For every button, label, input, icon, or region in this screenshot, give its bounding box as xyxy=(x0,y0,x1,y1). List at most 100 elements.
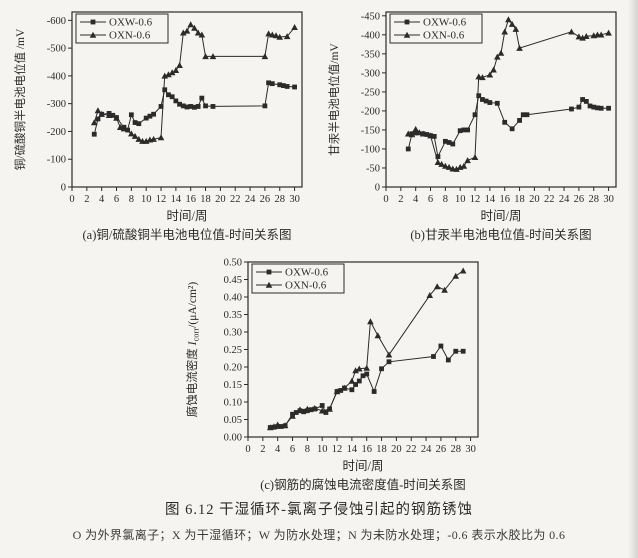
y-tick-label: -300 xyxy=(47,99,66,110)
square-marker xyxy=(166,92,171,98)
triangle-marker xyxy=(183,27,191,34)
x-tick-label: 10 xyxy=(317,444,328,455)
square-marker xyxy=(292,84,297,90)
x-axis: 0 2 4 6 8 10 12 14 16 18 20 22 24 26 28 30 xyxy=(69,187,300,205)
x-axis: 0 2 4 6 8 10 12 14 16 18 20 22 24 26 28 30 xyxy=(383,187,614,205)
triangle-marker xyxy=(575,33,583,40)
square-marker xyxy=(598,105,604,111)
x-tick-label: 8 xyxy=(305,444,310,455)
y-tick-label: -450 xyxy=(361,11,380,22)
triangle-marker xyxy=(508,20,516,27)
square-marker xyxy=(364,371,370,377)
triangle-marker xyxy=(116,123,124,130)
triangle-marker xyxy=(89,31,97,38)
square-marker xyxy=(338,388,344,393)
triangle-marker xyxy=(426,291,434,298)
x-tick-label: 0 xyxy=(245,444,250,455)
triangle-marker xyxy=(281,422,289,429)
y-tick-label: 0.15 xyxy=(224,380,242,391)
y-tick-label: -150 xyxy=(361,125,380,136)
x-tick-label: 18 xyxy=(376,444,387,455)
triangle-marker xyxy=(486,71,494,78)
x-tick-label: 26 xyxy=(436,444,447,455)
square-marker xyxy=(308,407,314,413)
square-marker xyxy=(360,373,366,379)
triangle-marker xyxy=(434,158,442,165)
square-marker xyxy=(587,103,593,109)
legend-box xyxy=(75,13,169,44)
y-tick-label: -300 xyxy=(361,68,380,79)
triangle-marker xyxy=(176,62,183,69)
y-tick-label: 0.05 xyxy=(224,415,242,426)
x-tick-label: 24 xyxy=(421,444,432,455)
square-marker xyxy=(184,104,190,110)
x-tick-label: 6 xyxy=(114,194,119,205)
triangle-marker xyxy=(460,162,468,169)
square-marker xyxy=(457,128,463,134)
triangle-marker xyxy=(416,129,423,136)
x-tick-label: 12 xyxy=(470,194,481,205)
square-marker xyxy=(143,115,149,121)
square-marker xyxy=(472,112,478,118)
chart-caption: (c)钢筋的腐蚀电流密度值-时间关系图 xyxy=(260,477,466,492)
triangle-marker xyxy=(113,114,120,121)
triangle-marker xyxy=(265,281,273,288)
legend-label: OXW-0.6 xyxy=(285,267,329,279)
square-marker xyxy=(278,424,284,429)
square-marker xyxy=(517,118,522,123)
legend-label: OXN-0.6 xyxy=(423,30,465,42)
square-marker xyxy=(281,83,286,89)
triangle-marker xyxy=(269,31,276,38)
square-marker xyxy=(461,127,467,133)
triangle-marker xyxy=(296,406,304,413)
square-marker xyxy=(177,101,182,107)
y-tick-label: -400 xyxy=(361,30,380,41)
x-tick-label: 22 xyxy=(544,194,555,205)
triangle-marker xyxy=(128,130,135,137)
triangle-marker xyxy=(442,162,449,169)
triangle-marker xyxy=(157,134,165,141)
triangle-marker xyxy=(94,107,102,114)
triangle-marker xyxy=(403,31,411,38)
square-marker xyxy=(125,127,131,133)
square-marker xyxy=(203,103,208,109)
series-OXW-0.6 xyxy=(267,343,466,430)
triangle-marker xyxy=(194,29,202,36)
triangle-marker xyxy=(433,283,441,290)
chart-calomel-half-cell-potential: 0 -50 -100 -150 -200 -250 -300 -350 -400 -450 0 2 4 6… xyxy=(324,2,632,249)
figure-title: 图 6.12 干湿循环-氯离子侵蚀引起的钢筋锈蚀 xyxy=(165,502,473,518)
y-tick-label: -400 xyxy=(47,71,66,82)
y-tick-label: 0.35 xyxy=(224,310,242,321)
series-OXN-0.6 xyxy=(90,21,298,144)
x-tick-label: 28 xyxy=(588,194,599,205)
square-marker xyxy=(158,104,164,109)
square-marker xyxy=(509,126,515,132)
triangle-marker xyxy=(168,69,176,76)
triangle-marker xyxy=(404,130,412,137)
y-axis-label: 铜/硫酸铜半电池电位值 /mV xyxy=(13,28,27,170)
triangle-marker xyxy=(479,74,486,81)
y-tick-label: 0 xyxy=(375,183,380,194)
triangle-marker xyxy=(172,67,180,74)
triangle-marker xyxy=(579,34,586,41)
square-marker xyxy=(199,95,205,101)
y-tick-label: -500 xyxy=(47,44,66,55)
square-marker xyxy=(266,80,272,86)
x-tick-label: 20 xyxy=(391,444,402,455)
square-marker xyxy=(91,131,97,137)
square-marker xyxy=(95,116,101,122)
square-marker xyxy=(132,120,138,125)
triangle-marker xyxy=(459,267,467,274)
chart-caption: (b)甘汞半电池电位值-时间关系图 xyxy=(410,227,591,242)
chart-corrosion-current-density: 0.00 0.05 0.10 0.15 0.20 0.25 0.30 0.35 0.40 0.45… xyxy=(182,252,494,499)
y-tick-label: 0.20 xyxy=(224,363,242,374)
triangle-marker xyxy=(505,16,512,23)
triangle-marker xyxy=(408,131,416,138)
triangle-marker xyxy=(120,125,128,132)
square-marker xyxy=(524,112,530,118)
legend-box xyxy=(389,13,483,44)
square-marker xyxy=(128,112,134,118)
x-tick-label: 12 xyxy=(332,444,343,455)
y-axis-label: 腐蚀电流密度 Icorr/(μA/cm²) xyxy=(185,282,201,418)
